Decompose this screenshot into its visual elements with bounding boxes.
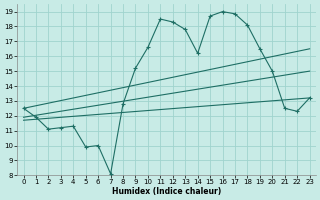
- X-axis label: Humidex (Indice chaleur): Humidex (Indice chaleur): [112, 187, 221, 196]
